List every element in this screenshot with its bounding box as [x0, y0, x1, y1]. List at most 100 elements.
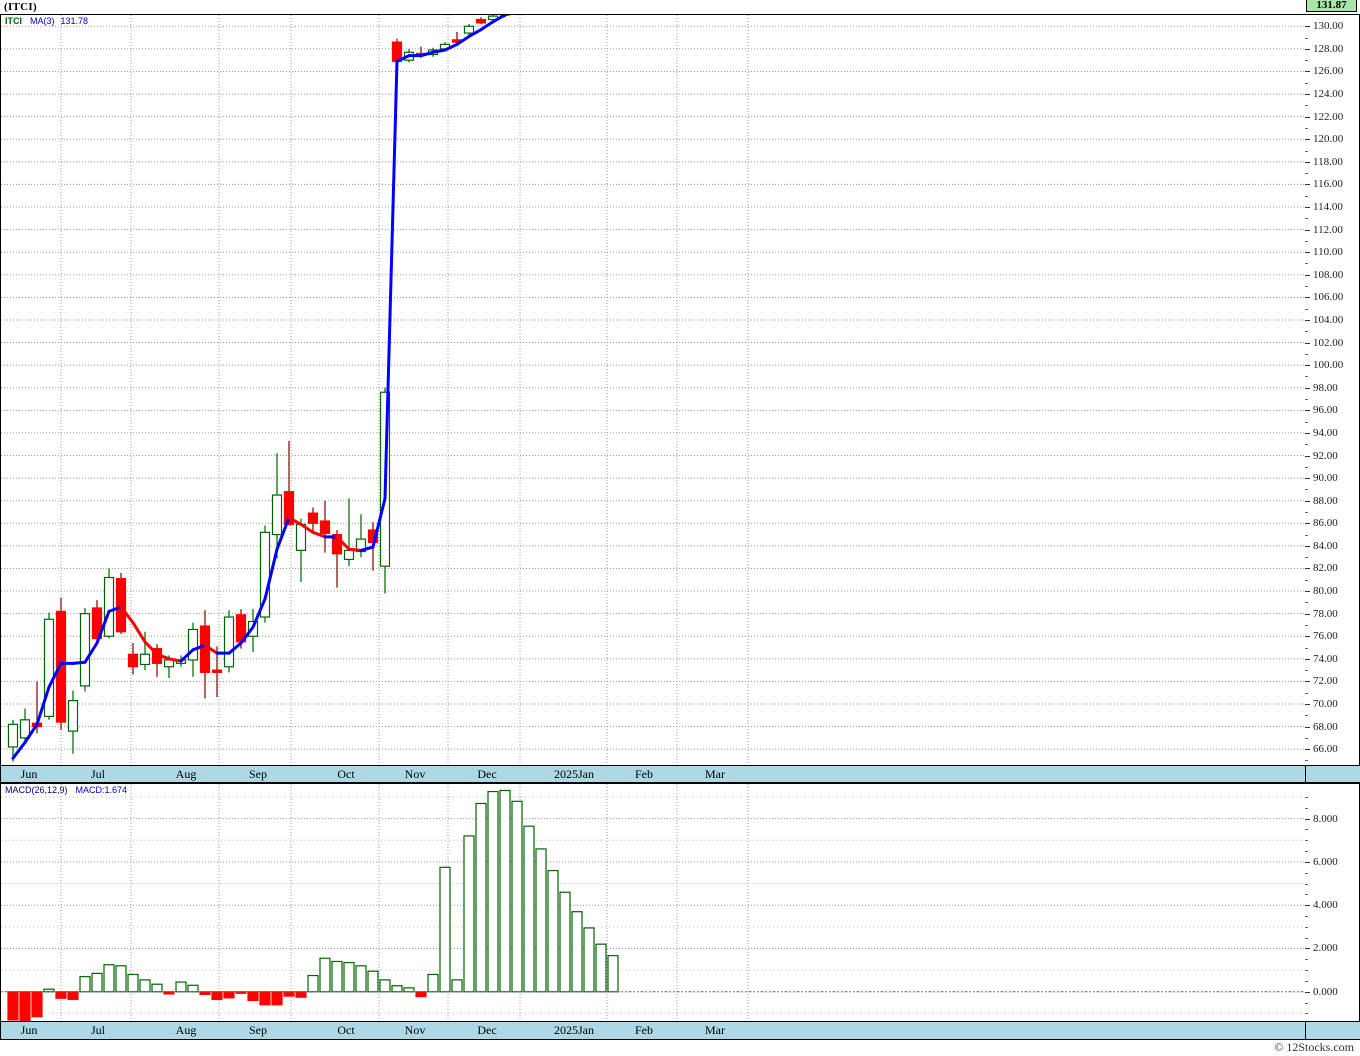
price-axis-minor-tick: [1305, 737, 1308, 739]
price-axis-tick: [1305, 274, 1310, 276]
price-axis-tick: [1305, 568, 1310, 570]
price-axis-label: 122.00: [1313, 110, 1344, 123]
price-axis-tick: [1305, 658, 1310, 660]
price-axis-label: 90.00: [1313, 472, 1338, 485]
macd-bar-negative: [31, 991, 43, 1018]
price-axis-tick: [1305, 523, 1310, 525]
candlestick: [103, 568, 115, 639]
macd-bar-positive: [367, 970, 379, 993]
price-axis-tick: [1305, 139, 1310, 141]
price-axis-minor-tick: [1305, 647, 1308, 649]
price-axis-minor-tick: [1305, 376, 1308, 378]
candlestick: [307, 507, 319, 534]
price-axis-minor-tick: [1305, 511, 1308, 513]
macd-bar-positive: [343, 961, 355, 993]
ma-line-segment: [179, 648, 195, 663]
ma-line-segment: [467, 28, 483, 38]
candlestick: [463, 24, 475, 36]
ma-line-segment: [347, 547, 363, 552]
price-chart-panel[interactable]: ITCI MA(3) 131.78: [0, 14, 1305, 766]
candlestick: [475, 17, 487, 25]
macd-axis-tick: [1305, 861, 1310, 863]
price-axis-label: 82.00: [1313, 562, 1338, 575]
macd-legend-value: MACD:1.674: [75, 785, 128, 795]
date-axis-label: Dec: [477, 1023, 497, 1037]
candle-body-up: [67, 700, 79, 732]
macd-bar-positive: [151, 983, 163, 993]
macd-axis-minor-tick: [1305, 807, 1308, 809]
price-axis-tick: [1305, 116, 1310, 118]
candlestick: [211, 646, 223, 698]
price-axis-tick: [1305, 591, 1310, 593]
ma-line-segment: [83, 641, 99, 664]
ma-line-segment: [299, 522, 315, 534]
candle-body-up: [79, 613, 91, 687]
price-axis-minor-tick: [1305, 624, 1308, 626]
ma-line-segment: [359, 545, 375, 552]
ma-line-segment: [47, 661, 63, 689]
price-axis-tick: [1305, 365, 1310, 367]
macd-bar-positive: [103, 964, 115, 993]
macd-bar-positive: [139, 979, 151, 993]
price-plot: [1, 15, 1305, 765]
price-axis-minor-tick: [1305, 579, 1308, 581]
candle-body-up: [19, 719, 31, 739]
candlestick: [67, 690, 79, 754]
price-axis-tick: [1305, 613, 1310, 615]
macd-bar-positive: [175, 981, 187, 993]
price-axis-minor-tick: [1305, 534, 1308, 536]
macd-bar-positive: [475, 802, 487, 993]
macd-axis-minor-tick: [1305, 840, 1308, 842]
ma-line-segment: [395, 54, 411, 63]
macd-axis-label: 6.000: [1313, 855, 1338, 868]
macd-axis-label: 8.000: [1313, 812, 1338, 825]
price-axis-label: 116.00: [1313, 178, 1343, 191]
date-axis-label: Jun: [20, 767, 38, 781]
date-axis-label: 2025Jan: [554, 1023, 594, 1037]
macd-bar-negative: [55, 991, 67, 999]
macd-axis-label: 2.000: [1313, 942, 1338, 955]
price-axis-tick: [1305, 478, 1310, 480]
ma-line-segment: [275, 516, 291, 551]
price-axis-label: 98.00: [1313, 381, 1338, 394]
candle-body-up: [103, 576, 115, 637]
price-axis-tick: [1305, 342, 1310, 344]
price-axis-label: 120.00: [1313, 133, 1344, 146]
candlestick: [223, 610, 235, 673]
price-axis-minor-tick: [1305, 489, 1308, 491]
candle-body-down: [319, 520, 331, 535]
legend-symbol: ITCI: [5, 16, 22, 26]
price-axis-label: 110.00: [1313, 246, 1343, 259]
macd-axis-minor-tick: [1305, 970, 1308, 972]
price-axis-tick: [1305, 432, 1310, 434]
macd-bar-negative: [247, 991, 259, 1002]
macd-axis-minor-tick: [1305, 829, 1308, 831]
price-axis-minor-tick: [1305, 444, 1308, 446]
ma-line-segment: [119, 605, 135, 625]
macd-bar-negative: [295, 991, 307, 998]
price-axis-label: 104.00: [1313, 313, 1344, 326]
candlestick: [391, 38, 403, 62]
price-axis-minor-tick: [1305, 421, 1308, 423]
macd-bar-negative: [415, 991, 427, 998]
price-axis-tick: [1305, 681, 1310, 683]
macd-chart-panel[interactable]: MACD(26,12,9) MACD:1.674: [0, 783, 1305, 1022]
price-axis-label: 68.00: [1313, 720, 1338, 733]
date-strip-top-gap: [1305, 766, 1360, 783]
price-axis-tick: [1305, 26, 1310, 28]
macd-bar-positive: [571, 911, 583, 993]
macd-bar-negative: [67, 991, 79, 1000]
price-axis-label: 92.00: [1313, 449, 1338, 462]
macd-axis-minor-tick: [1305, 959, 1308, 961]
ma-line-segment: [335, 535, 351, 551]
macd-axis-minor-tick: [1305, 1002, 1308, 1004]
candle-body-down: [55, 610, 67, 723]
ma-line-segment: [491, 15, 507, 24]
macd-bar-positive: [307, 974, 319, 993]
price-axis-label: 100.00: [1313, 359, 1344, 372]
price-axis-label: 74.00: [1313, 652, 1338, 665]
price-axis-tick: [1305, 94, 1310, 96]
macd-axis-minor-tick: [1305, 851, 1308, 853]
macd-bar-positive: [595, 943, 607, 993]
macd-bar-negative: [271, 991, 283, 1006]
